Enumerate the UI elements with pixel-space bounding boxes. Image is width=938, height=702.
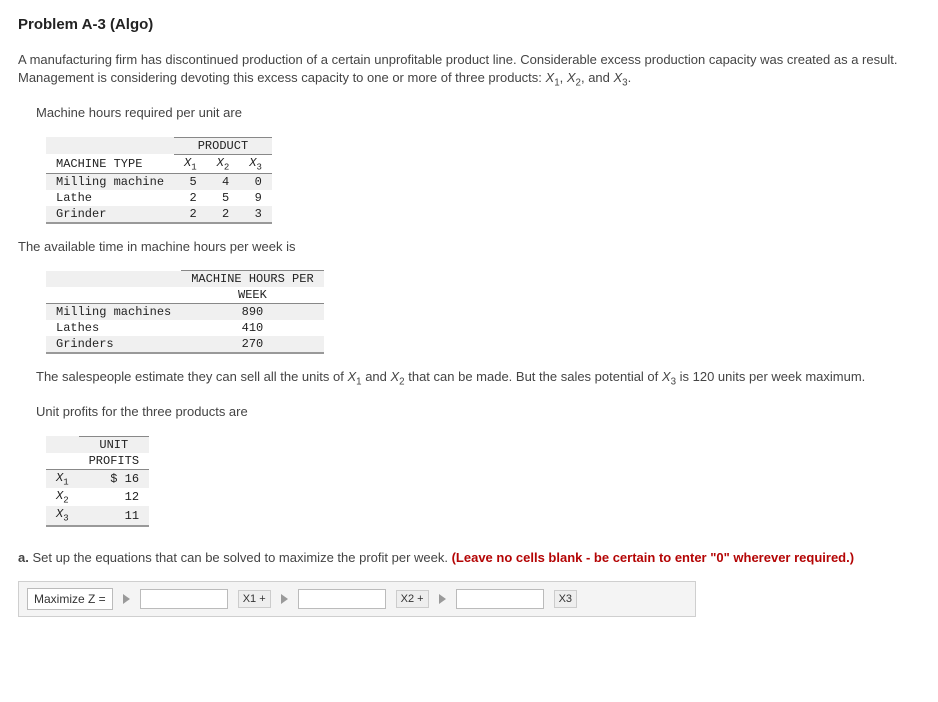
cell: 11: [79, 506, 149, 525]
part-a-text: Set up the equations that can be solved …: [29, 550, 452, 565]
intro-paragraph: A manufacturing firm has discontinued pr…: [18, 51, 920, 90]
coef-x3-input[interactable]: [456, 589, 544, 609]
cell: 410: [181, 320, 323, 336]
part-a-prefix: a.: [18, 550, 29, 565]
hdr-x2: X: [217, 156, 224, 170]
marker-icon: [439, 594, 446, 604]
coef-x1-input[interactable]: [140, 589, 228, 609]
hdr-week: WEEK: [181, 287, 323, 304]
hdr-profits: PROFITS: [79, 453, 149, 470]
hdr-x1-sub: 1: [191, 162, 196, 172]
cell: 2: [174, 190, 207, 206]
row-label: Milling machines: [46, 304, 181, 321]
table-machine-hours: PRODUCT MACHINE TYPE X1 X2 X3 Milling ma…: [46, 137, 272, 224]
row-label: Grinders: [46, 336, 181, 353]
hdr-unit: UNIT: [79, 436, 149, 453]
var-x1: X: [347, 369, 356, 384]
answer-row: Maximize Z = X1 + X2 + X3: [18, 581, 696, 617]
marker-icon: [281, 594, 288, 604]
row-label: Grinder: [46, 206, 174, 223]
comma: ,: [560, 70, 567, 85]
table-available-hours: MACHINE HOURS PER WEEK Milling machines …: [46, 270, 324, 354]
unit-profit-line: Unit profits for the three products are: [36, 403, 920, 421]
var-x3: X: [662, 369, 671, 384]
table-unit-profits: UNIT PROFITS X1 $ 16 X2 12 X3 11: [46, 436, 149, 527]
marker-icon: [123, 594, 130, 604]
maximize-z-label: Maximize Z =: [27, 588, 113, 610]
hdr-x3-sub: 3: [256, 162, 261, 172]
sales-mid2: that can be made. But the sales potentia…: [405, 369, 662, 384]
hdr-machine-type: MACHINE TYPE: [46, 154, 174, 173]
cell: 0: [239, 174, 272, 191]
var-x1: X: [546, 70, 555, 85]
hdr-x2-sub: 2: [224, 162, 229, 172]
machine-hours-line: Machine hours required per unit are: [36, 104, 920, 122]
row-label: Lathes: [46, 320, 181, 336]
cell: 890: [181, 304, 323, 321]
cell: 270: [181, 336, 323, 353]
intro-text: A manufacturing firm has discontinued pr…: [18, 52, 897, 85]
row-label: Lathe: [46, 190, 174, 206]
period: .: [628, 70, 632, 85]
var-x3: X: [614, 70, 623, 85]
part-a-warning: (Leave no cells blank - be certain to en…: [452, 550, 854, 565]
hdr-product: PRODUCT: [174, 137, 272, 154]
cell: 3: [239, 206, 272, 223]
cell: 9: [239, 190, 272, 206]
sales-mid1: and: [362, 369, 391, 384]
var-x2-label: X2 +: [396, 590, 429, 608]
var-x2: X: [567, 70, 576, 85]
cell: 5: [174, 174, 207, 191]
part-a-prompt: a. Set up the equations that can be solv…: [18, 549, 920, 567]
coef-x2-input[interactable]: [298, 589, 386, 609]
page-title: Problem A-3 (Algo): [18, 16, 920, 33]
row-var-sub: 2: [63, 495, 68, 505]
row-var-sub: 1: [63, 477, 68, 487]
cell: 4: [207, 174, 240, 191]
cell: $ 16: [79, 469, 149, 488]
sales-text-b: is 120 units per week maximum.: [676, 369, 865, 384]
var-x3-label: X3: [554, 590, 577, 608]
var-x2: X: [391, 369, 400, 384]
row-var-sub: 3: [63, 514, 68, 524]
var-x1-label: X1 +: [238, 590, 271, 608]
comma: , and: [581, 70, 614, 85]
sales-paragraph: The salespeople estimate they can sell a…: [18, 368, 920, 389]
cell: 5: [207, 190, 240, 206]
cell: 12: [79, 488, 149, 506]
available-time-line: The available time in machine hours per …: [18, 238, 920, 256]
hdr-mh-per: MACHINE HOURS PER: [181, 271, 323, 288]
row-label: Milling machine: [46, 174, 174, 191]
sales-text-a: The salespeople estimate they can sell a…: [36, 369, 347, 384]
cell: 2: [207, 206, 240, 223]
cell: 2: [174, 206, 207, 223]
